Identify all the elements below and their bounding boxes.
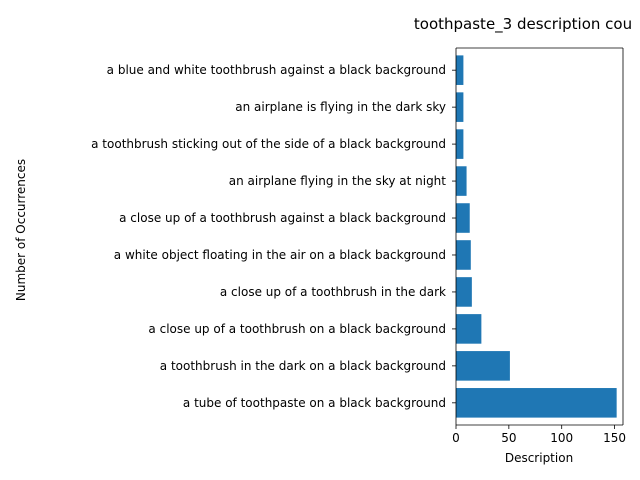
bar-0 bbox=[456, 388, 617, 418]
axes-spines bbox=[455, 47, 624, 426]
y-axis-label: Number of Occurrences bbox=[14, 159, 28, 301]
x-tick-labels: 0 50 100 150 bbox=[452, 425, 626, 445]
bar-2 bbox=[456, 314, 482, 344]
x-axis-label: Description bbox=[505, 451, 573, 465]
y-tick-label-1: a toothbrush in the dark on a black back… bbox=[160, 359, 446, 373]
bar-7 bbox=[456, 129, 464, 159]
chart-title: toothpaste_3 description cou bbox=[414, 15, 632, 34]
y-tick-label-0: a tube of toothpaste on a black backgrou… bbox=[183, 396, 446, 410]
bar-4 bbox=[456, 240, 471, 270]
y-tick-label-2: a close up of a toothbrush on a black ba… bbox=[148, 322, 446, 336]
y-tick-label-6: an airplane flying in the sky at night bbox=[229, 174, 447, 188]
x-tick-label-2: 100 bbox=[550, 431, 573, 445]
x-tick-label-1: 50 bbox=[501, 431, 516, 445]
bar-9 bbox=[456, 55, 464, 85]
y-tick-label-8: an airplane is flying in the dark sky bbox=[235, 100, 446, 114]
y-tick-labels: a tube of toothpaste on a black backgrou… bbox=[91, 63, 456, 410]
y-tick-label-5: a close up of a toothbrush against a bla… bbox=[119, 211, 446, 225]
bar-5 bbox=[456, 203, 470, 233]
x-tick-label-0: 0 bbox=[452, 431, 460, 445]
bars-group bbox=[456, 55, 617, 418]
x-tick-label-3: 150 bbox=[603, 431, 626, 445]
bar-3 bbox=[456, 277, 472, 307]
y-tick-label-4: a white object floating in the air on a … bbox=[114, 248, 446, 262]
bar-6 bbox=[456, 166, 467, 196]
y-tick-label-7: a toothbrush sticking out of the side of… bbox=[91, 137, 446, 151]
bar-8 bbox=[456, 92, 464, 122]
y-tick-label-3: a close up of a toothbrush in the dark bbox=[220, 285, 446, 299]
bar-1 bbox=[456, 351, 510, 381]
y-tick-label-9: a blue and white toothbrush against a bl… bbox=[107, 63, 446, 77]
